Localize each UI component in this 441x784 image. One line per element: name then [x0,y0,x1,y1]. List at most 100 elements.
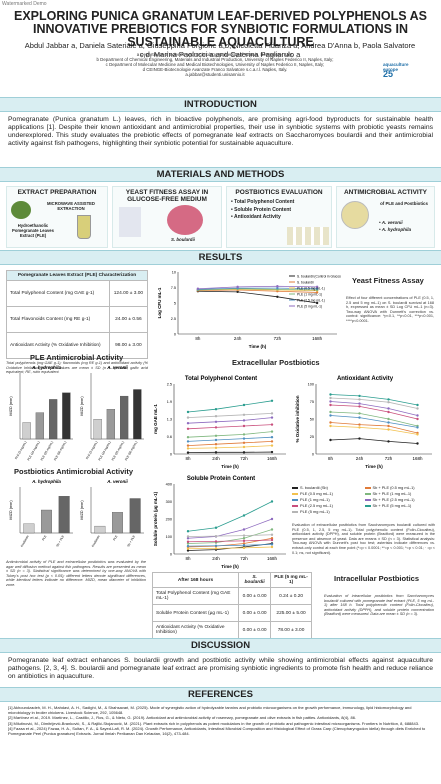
legend-label: PLE (2.5 mg mL-1) [297,298,325,302]
x-tick-label: Postbiotic [20,534,30,548]
y-tick-label: 2.5 [171,317,176,321]
bar [22,422,31,440]
x-tick-label: 168h [312,336,323,341]
x-tick-label: 24h [234,336,242,341]
data-point [329,424,332,428]
data-point [186,436,190,439]
data-point [214,526,218,529]
affiliation: c Department of Molecular Medicine and M… [105,62,325,67]
x-tick-label: PLE [41,535,47,542]
data-point [214,434,218,437]
bar [23,523,35,534]
series-line [187,400,273,413]
data-point [242,437,246,440]
data-point [214,420,218,423]
data-point [387,401,390,404]
affiliations: a Department of Science and Technology, … [20,52,410,77]
section-methods: MATERIALS AND METHODS [0,167,441,182]
data-point [387,428,390,431]
yeast-chart-container: 0 2.5 5 7.5 10 8h 24h 72h 168h Time (h) Log CFU mL… [156,268,361,355]
data-point [416,442,419,445]
legend-label: S. boulardii (Control in Glucose Depriva… [297,274,341,278]
data-point [416,433,419,436]
table-row: Antioxidant Activity (% Oxidative Inhibi… [151,621,312,639]
data-point [276,295,279,298]
affiliation: a Department of Science and Technology, … [136,52,294,57]
method-item: • Antioxidant Activity [231,214,281,220]
data-point [214,547,218,550]
y-tick-label: 25 [310,435,314,439]
data-point [186,549,190,552]
extracellular-caption: Evaluation of extracellular postbiotics … [292,523,435,555]
reference-item: [1] Akhoundzadeh, M. H., Mahdavi, A. H.,… [8,705,412,716]
legend-item: Sb + PLE (1 mg mL-1) [364,491,435,496]
y-tick-label: 7.5 [171,286,176,290]
x-tick-label: PLE (25 mg/mL) [40,441,54,462]
antimicrobial-box: ANTIMICROBIAL ACTIVITY of PLE and Postbi… [336,186,435,248]
data-point [242,546,246,550]
data-point [358,437,361,440]
legend-item: Sb + PLE (5 mg mL-1) [364,503,435,508]
data-point [242,514,246,517]
table-row: Total Polyphenol Content (mg GAE g-1) 124… [6,280,149,307]
x-tick-label: 168h [267,456,278,461]
agar-plate-icon [341,201,369,229]
y-tick-label: 300 [166,500,172,504]
data-point [186,537,190,540]
data-point [186,535,190,538]
data-point [186,542,190,545]
bar [62,392,71,440]
legend-item: PLE (2.5 mg mL-1) [292,503,362,508]
bar [93,419,102,440]
x-tick-label: 72h [274,336,282,341]
data-point [270,533,274,536]
x-tick-label: PLE (10 mg/mL) [26,441,40,462]
data-point [329,421,332,424]
reference-item: [2] Martínez et al., 2019. Martínez, L.,… [8,715,357,721]
data-point [315,287,319,290]
x-axis-label: Time (h) [221,564,239,569]
series-line [187,518,273,539]
affiliation: b Department of Chemical Engineering, Ma… [96,57,334,62]
data-point [387,421,390,424]
data-point [358,423,361,426]
data-point [242,534,246,537]
extract-prep-box: EXTRACT PREPARATION MICROWAVE ASSISTED E… [6,186,108,248]
data-point [186,444,190,447]
data-point [242,542,246,545]
series-line [187,529,273,544]
ple-table-note: Total polyphenols (mg GAE g-1); flavonoi… [6,361,148,375]
data-point [186,410,190,414]
data-point [186,416,190,419]
legend-label: S. boulardii [297,280,314,284]
data-point [270,436,274,439]
data-point [186,422,190,425]
x-tick-label: PLE (50 mg/mL) [53,441,67,462]
legend-label: PLE (5 mg mL-1) [297,304,322,308]
discussion-text: Pomegranate leaf extract enhances S. bou… [8,657,433,680]
data-point [276,285,279,288]
data-point [214,415,218,418]
data-point [387,398,390,401]
legend2: S. boulardii (Sb) Sb + PLE (0.5 mg mL-1) P… [292,485,434,514]
x-tick-label: 24h [356,456,364,461]
data-point [387,407,390,410]
data-point [315,291,319,294]
data-point [329,400,332,403]
y-tick-label: 0 [312,453,314,457]
data-point [270,440,274,443]
post-anti-title: Postbiotics Antimicrobial Activity [14,467,134,476]
antioxidant-chart: Antioxidant Activity 0 25 50 75 100 8h 24h 72h 16… [295,376,432,469]
x-tick-label: 72h [240,456,248,461]
x-tick-label: PLE (5 mg/mL) [85,441,99,460]
data-point [214,438,218,442]
tpc-chart: Total Polyphenol Content 0 0.6 1.3 1.9 2.5 8h 2… [153,376,286,469]
data-point [329,403,332,407]
pathogen-item: • A. veronii [379,220,403,225]
y-tick-label: 0.6 [167,435,172,439]
y-tick-label: 1.9 [167,400,172,404]
data-point [387,410,390,414]
flask-icon [77,215,91,239]
data-point [329,410,332,414]
